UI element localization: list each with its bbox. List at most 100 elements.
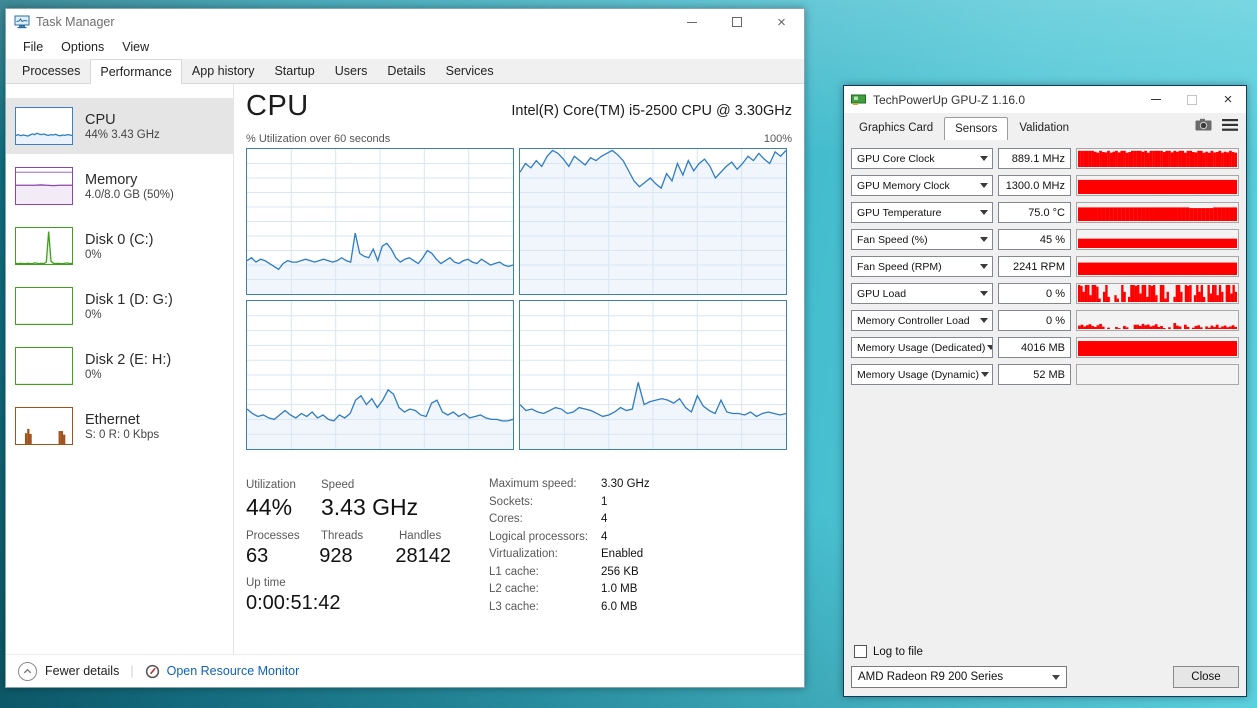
detail-value: 1.0 MB: [601, 583, 638, 595]
uptime-value: 0:00:51:42: [246, 592, 341, 614]
sensor-select-gpu-memory-clock[interactable]: GPU Memory Clock: [851, 175, 993, 196]
detail-label: L2 cache:: [489, 583, 539, 595]
tab-app-history[interactable]: App history: [191, 64, 255, 78]
chevron-down-icon: [980, 264, 988, 269]
detail-value: 256 KB: [601, 565, 639, 578]
screenshot-camera-icon[interactable]: [1195, 118, 1212, 131]
sensor-label: Fan Speed (RPM): [857, 260, 942, 273]
sidebar-item-title: Disk 0 (C:): [85, 231, 154, 248]
tab-sensors[interactable]: Sensors: [944, 117, 1009, 140]
gpu-device-select[interactable]: AMD Radeon R9 200 Series: [851, 666, 1067, 688]
sensor-select-memory-controller-load[interactable]: Memory Controller Load: [851, 310, 993, 331]
menu-hamburger-icon[interactable]: [1222, 118, 1238, 131]
sensor-row: Memory Controller Load 0 %: [851, 310, 1239, 331]
sensor-select-memory-usage-dedicated[interactable]: Memory Usage (Dedicated): [851, 337, 993, 358]
graph-caption: % Utilization over 60 seconds: [246, 133, 391, 145]
close-button[interactable]: ×: [759, 9, 804, 35]
stat-label: Processes: [246, 530, 300, 542]
detail-label: Maximum speed:: [489, 478, 577, 490]
sensor-select-fan-speed-rpm[interactable]: Fan Speed (RPM): [851, 256, 993, 277]
stat-label: Up time: [246, 577, 286, 589]
sidebar-item-cpu[interactable]: CPU 44% 3.43 GHz: [6, 98, 233, 154]
footer-divider: |: [130, 664, 134, 678]
minimize-button[interactable]: [1138, 86, 1174, 113]
threads-value: 928: [319, 545, 353, 567]
sensor-graph: [1076, 283, 1239, 304]
tab-validation[interactable]: Validation: [1019, 122, 1069, 134]
menu-file[interactable]: File: [23, 40, 44, 54]
sensor-value: 2241 RPM: [998, 256, 1071, 277]
sensor-row: Memory Usage (Dynamic) 52 MB: [851, 364, 1239, 385]
sidebar-item-disk2[interactable]: Disk 2 (E: H:) 0%: [6, 338, 233, 394]
sensor-graph: [1076, 364, 1239, 385]
sensor-select-gpu-load[interactable]: GPU Load: [851, 283, 993, 304]
sidebar-item-disk1[interactable]: Disk 1 (D: G:) 0%: [6, 278, 233, 334]
graph-max-label: 100%: [763, 133, 792, 145]
tab-graphics-card[interactable]: Graphics Card: [859, 122, 934, 134]
sidebar-item-subtitle: S: 0 R: 0 Kbps: [85, 428, 160, 441]
cpu-panel: CPU Intel(R) Core(TM) i5-2500 CPU @ 3.30…: [234, 84, 804, 654]
sensors-panel: GPU Core Clock 889.1 MHz GPU Memory Cloc…: [844, 139, 1246, 696]
sensor-row: GPU Core Clock 889.1 MHz: [851, 148, 1239, 169]
sensor-label: GPU Temperature: [857, 206, 942, 219]
sidebar-item-memory[interactable]: Memory 4.0/8.0 GB (50%): [6, 158, 233, 214]
gpuz-window: TechPowerUp GPU-Z 1.16.0 × Graphics Card…: [843, 85, 1247, 697]
disk2-thumbnail-graph: [15, 347, 73, 385]
detail-value: 1: [601, 495, 608, 508]
sensor-value: 75.0 °C: [998, 202, 1071, 223]
task-manager-titlebar[interactable]: Task Manager ×: [6, 9, 804, 35]
sensor-graph: [1076, 229, 1239, 250]
sidebar-item-title: CPU: [85, 111, 116, 128]
fewer-details-button[interactable]: [18, 661, 37, 681]
sensor-graph: [1076, 337, 1239, 358]
processes-value: 63: [246, 545, 269, 567]
tab-processes[interactable]: Processes: [22, 64, 81, 78]
menu-options[interactable]: Options: [61, 40, 105, 54]
tab-users[interactable]: Users: [334, 64, 368, 78]
sensor-value: 4016 MB: [998, 337, 1071, 358]
log-to-file-label: Log to file: [873, 645, 923, 658]
detail-label: L1 cache:: [489, 565, 539, 578]
cpu-graph-core1: [246, 148, 514, 295]
detail-label: Virtualization:: [489, 548, 558, 560]
sensor-select-fan-speed-pct[interactable]: Fan Speed (%): [851, 229, 993, 250]
tab-performance[interactable]: Performance: [90, 59, 182, 84]
sensor-select-gpu-core-clock[interactable]: GPU Core Clock: [851, 148, 993, 169]
sidebar-item-title: Disk 2 (E: H:): [85, 351, 172, 368]
sensor-select-memory-usage-dynamic[interactable]: Memory Usage (Dynamic): [851, 364, 993, 385]
close-dialog-button[interactable]: Close: [1173, 666, 1239, 688]
open-resource-monitor-link[interactable]: Open Resource Monitor: [166, 664, 300, 678]
chevron-down-icon: [980, 372, 989, 377]
menu-view[interactable]: View: [122, 40, 150, 54]
tab-details[interactable]: Details: [387, 64, 426, 78]
gpuz-titlebar[interactable]: TechPowerUp GPU-Z 1.16.0 ×: [844, 86, 1246, 113]
sensor-select-gpu-temperature[interactable]: GPU Temperature: [851, 202, 993, 223]
stat-label: Handles: [399, 530, 442, 542]
sidebar-item-title: Ethernet: [85, 411, 140, 428]
sensor-row: GPU Load 0 %: [851, 283, 1239, 304]
fewer-details-label[interactable]: Fewer details: [45, 664, 120, 678]
chevron-down-icon: [1052, 674, 1060, 680]
maximize-button[interactable]: [714, 9, 759, 35]
sensor-graph: [1076, 202, 1239, 223]
maximize-icon: [731, 17, 742, 27]
tab-services[interactable]: Services: [445, 64, 494, 78]
tab-startup[interactable]: Startup: [274, 64, 315, 78]
detail-value: 3.30 GHz: [601, 478, 650, 490]
sensor-label: Fan Speed (%): [857, 233, 928, 246]
detail-value: 6.0 MB: [601, 600, 638, 613]
gpu-device-selected: AMD Radeon R9 200 Series: [858, 671, 1004, 683]
chevron-down-icon: [980, 156, 988, 161]
sidebar-item-title: Memory: [85, 171, 138, 188]
sidebar-item-ethernet[interactable]: Ethernet S: 0 R: 0 Kbps: [6, 398, 233, 454]
minimize-icon: [1151, 99, 1161, 100]
close-button[interactable]: ×: [1210, 86, 1246, 113]
sidebar-item-disk0[interactable]: Disk 0 (C:) 0%: [6, 218, 233, 274]
detail-label: Sockets:: [489, 495, 534, 508]
minimize-button[interactable]: [669, 9, 714, 35]
sensor-value: 0 %: [998, 283, 1071, 304]
close-icon: ×: [1223, 91, 1233, 108]
log-to-file-checkbox[interactable]: [854, 645, 867, 658]
sensor-row: GPU Temperature 75.0 °C: [851, 202, 1239, 223]
sensor-label: Memory Controller Load: [857, 314, 970, 327]
